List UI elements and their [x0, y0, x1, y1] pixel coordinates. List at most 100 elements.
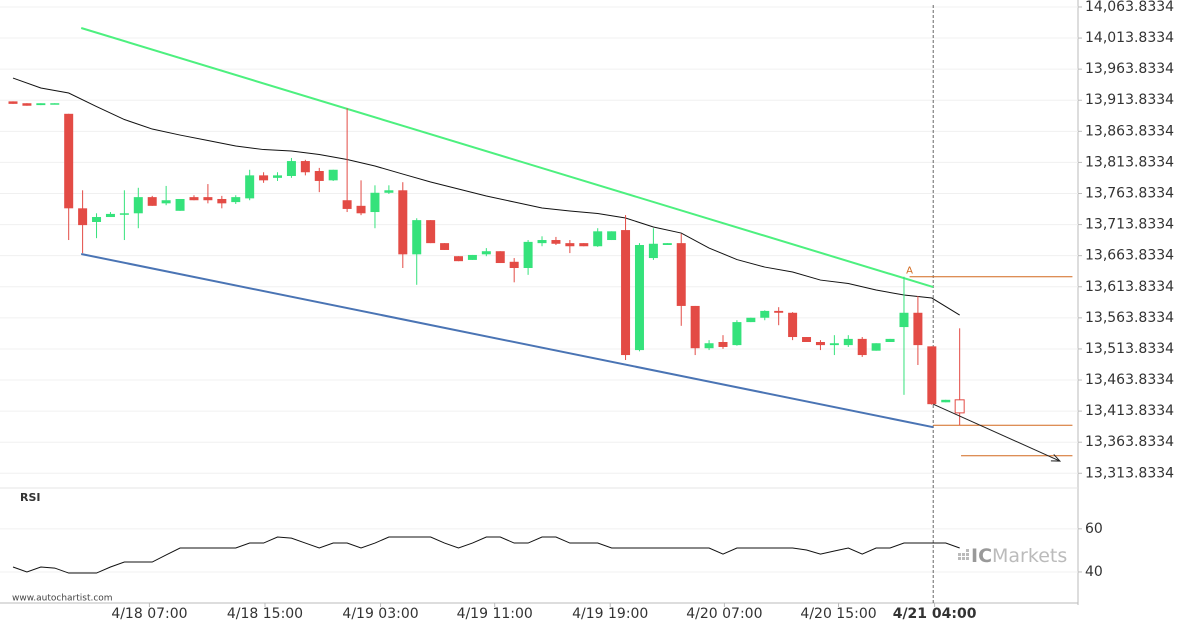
x-tick-label: 4/21 04:00: [893, 606, 977, 622]
candle-body: [245, 175, 255, 199]
candle-body: [259, 175, 269, 181]
y-tick-label: 14,063.8334: [1085, 0, 1174, 15]
candle-body: [802, 337, 812, 342]
candle-body: [760, 310, 770, 318]
candle-body: [913, 312, 923, 346]
candle-body: [593, 231, 603, 247]
y-tick-label: 13,713.8334: [1085, 217, 1174, 233]
candle-body: [328, 169, 338, 181]
candle-body: [189, 197, 199, 201]
candle-body: [857, 338, 867, 356]
candle-body: [495, 251, 505, 264]
y-tick-label: 13,613.8334: [1085, 279, 1174, 295]
annotation: A: [906, 265, 913, 276]
candle-body: [954, 399, 965, 414]
candle-body: [815, 341, 825, 346]
candle-body: [203, 197, 213, 201]
candle-body: [746, 317, 756, 323]
candle-body: [64, 113, 74, 209]
moving-average: [12, 77, 960, 316]
candle-body: [147, 197, 157, 206]
candle-body: [565, 243, 575, 247]
candle-body: [398, 190, 408, 255]
y-tick-label: 40: [1085, 564, 1103, 580]
indicator-name: RSI: [20, 491, 41, 504]
candle-body: [412, 220, 422, 255]
candle-body: [607, 231, 617, 241]
y-tick-label: 13,863.8334: [1085, 123, 1174, 139]
candle-body: [648, 243, 658, 259]
candle-body: [481, 251, 491, 255]
x-tick-label: 4/18 15:00: [227, 606, 303, 622]
y-tick-label: 13,313.8334: [1085, 465, 1174, 481]
y-tick-label: 60: [1085, 521, 1103, 537]
candle-body: [314, 171, 324, 181]
x-tick-label: 4/19 11:00: [457, 606, 533, 622]
logo-icon: [958, 549, 969, 560]
candle-body: [370, 192, 380, 213]
x-tick-label: 4/20 15:00: [800, 606, 876, 622]
candle-body: [467, 254, 477, 260]
y-tick-label: 13,413.8334: [1085, 403, 1174, 419]
candle-body: [676, 243, 686, 306]
candle-body: [78, 208, 88, 226]
y-tick-label: 13,663.8334: [1085, 248, 1174, 264]
watermark: www.autochartist.com: [12, 594, 113, 604]
logo-bold: IC: [971, 545, 992, 567]
candle-body: [161, 200, 171, 204]
candle-body: [927, 346, 937, 405]
candle-body: [718, 341, 728, 347]
candle-body: [342, 200, 352, 209]
candle-body: [50, 103, 60, 105]
candle-body: [453, 256, 463, 262]
candle-body: [384, 190, 394, 193]
candle-body: [36, 103, 46, 106]
trend-line: [80, 27, 934, 288]
x-tick-label: 4/18 07:00: [111, 606, 187, 622]
logo-light: Markets: [992, 545, 1067, 567]
candle-body: [537, 240, 547, 244]
candle-body: [300, 161, 310, 173]
candle-body: [105, 213, 115, 218]
candle-body: [273, 175, 283, 178]
y-tick-label: 13,363.8334: [1085, 434, 1174, 450]
candle-body: [426, 220, 436, 244]
x-tick-label: 4/19 19:00: [572, 606, 648, 622]
candle-body: [509, 261, 519, 269]
projection-arrowhead: [1050, 454, 1062, 462]
logo-text: ICMarkets: [971, 545, 1067, 567]
y-tick-label: 13,763.8334: [1085, 185, 1174, 201]
candle-body: [551, 240, 561, 244]
candle-body: [634, 245, 644, 351]
candle-body: [774, 310, 784, 313]
x-tick-label: 4/20 07:00: [686, 606, 762, 622]
x-tick-label: 4/19 03:00: [342, 606, 418, 622]
y-tick-label: 13,563.8334: [1085, 310, 1174, 326]
candle-body: [217, 198, 227, 204]
y-tick-label: 13,513.8334: [1085, 341, 1174, 357]
y-tick-label: 14,013.8334: [1085, 30, 1174, 46]
candle-body: [871, 343, 881, 351]
y-tick-label: 13,813.8334: [1085, 154, 1174, 170]
candle-body: [286, 161, 296, 176]
candle-body: [523, 241, 533, 269]
rsi-line: [12, 536, 960, 574]
candle-body: [899, 312, 909, 328]
candle-body: [231, 197, 241, 203]
candle-body: [579, 243, 589, 247]
y-tick-label: 13,463.8334: [1085, 372, 1174, 388]
trend-line: [81, 253, 934, 429]
projection-line: [933, 403, 1061, 462]
candle-body: [941, 399, 951, 403]
logo: ICMarkets: [958, 545, 1067, 567]
y-tick-label: 13,913.8334: [1085, 92, 1174, 108]
candle-body: [788, 312, 798, 338]
candle-body: [621, 230, 631, 356]
candle-body: [22, 103, 32, 106]
candle-body: [119, 213, 129, 215]
candle-body: [885, 338, 895, 342]
candle-body: [829, 343, 839, 346]
candle-body: [175, 198, 185, 211]
